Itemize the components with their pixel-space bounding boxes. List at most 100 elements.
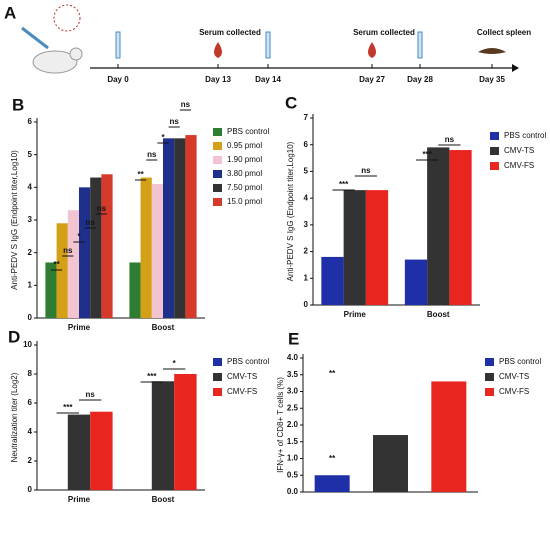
bar — [427, 147, 450, 305]
y-tick-label: 8 — [28, 369, 33, 378]
bar — [45, 262, 57, 318]
legend-label: CMV-FS — [504, 161, 534, 170]
legend-label: 1.90 pmol — [227, 155, 262, 164]
panel-letter: D — [8, 327, 20, 346]
y-tick-label: 0 — [28, 313, 33, 322]
legend-swatch — [490, 162, 499, 170]
x-tick-label: Boost — [152, 323, 175, 332]
y-tick-label: 2.5 — [287, 403, 299, 412]
significance-label: * — [173, 359, 177, 368]
legend-swatch — [213, 156, 222, 164]
syringe-icon — [417, 31, 423, 59]
bar — [67, 414, 91, 490]
y-tick-label: 3 — [304, 220, 309, 229]
bar — [56, 223, 68, 318]
event-note: Serum collected — [353, 28, 415, 37]
y-tick-label: 4 — [304, 193, 309, 202]
y-tick-label: 0 — [28, 485, 33, 494]
event-note: Serum collected — [199, 28, 261, 37]
legend-swatch — [490, 132, 499, 140]
y-tick-label: 10 — [23, 340, 32, 349]
panel-letter: A — [4, 3, 16, 22]
legend-swatch — [485, 358, 494, 366]
syringe-icon — [115, 31, 121, 59]
significance-label: ns — [86, 390, 96, 399]
syringe-icon — [21, 26, 49, 50]
bar — [129, 262, 141, 318]
syringe-icon — [265, 31, 271, 59]
legend-label: 3.80 pmol — [227, 169, 262, 178]
legend-swatch — [213, 373, 222, 381]
bar — [101, 174, 113, 318]
spleen-icon — [478, 48, 506, 54]
significance-label: ns — [86, 218, 96, 227]
blood-drop — [368, 42, 376, 58]
bar — [140, 177, 152, 318]
y-tick-label: 6 — [28, 398, 33, 407]
x-tick-label: Prime — [68, 323, 91, 332]
significance-label: ns — [97, 204, 107, 213]
bar — [431, 381, 467, 492]
blood-drop — [214, 42, 222, 58]
virus-bubble — [53, 4, 81, 32]
panel-letter: B — [12, 95, 24, 114]
significance-label: * — [161, 133, 165, 142]
legend-swatch — [213, 358, 222, 366]
y-tick-label: 2 — [28, 248, 33, 257]
legend-label: 7.50 pmol — [227, 183, 262, 192]
day-label: Day 35 — [479, 75, 505, 84]
legend-label: 0.95 pmol — [227, 141, 262, 150]
significance-label: ns — [181, 100, 191, 109]
legend-label: PBS control — [499, 357, 541, 366]
y-tick-label: 4 — [28, 427, 33, 436]
significance-label: ns — [170, 117, 180, 126]
y-tick-label: 5 — [304, 167, 309, 176]
y-tick-label: 5 — [28, 150, 33, 159]
y-axis-label: Anti-PEDV S IgG (Endpoint titer,Log10) — [286, 141, 295, 281]
y-axis-label: IFN-γ+ of CD8+ T cells (%) — [276, 377, 285, 473]
legend-label: PBS control — [504, 131, 546, 140]
significance-label: * — [77, 232, 81, 241]
y-tick-label: 0.0 — [287, 487, 299, 496]
legend-swatch — [213, 142, 222, 150]
significance-label: *** — [422, 150, 432, 159]
bar — [163, 138, 175, 318]
day-label: Day 27 — [359, 75, 385, 84]
bar — [314, 475, 350, 492]
x-tick-label: Prime — [68, 495, 91, 504]
mouse-head — [69, 47, 83, 61]
y-axis-label: Neutralization titer (Log2) — [10, 372, 19, 462]
legend-swatch — [213, 170, 222, 178]
x-tick-label: Prime — [344, 310, 367, 319]
bar — [90, 411, 113, 490]
mouse-icon — [32, 50, 78, 74]
bar — [67, 210, 79, 318]
y-tick-label: 3.0 — [287, 387, 299, 396]
legend-label: CMV-TS — [504, 146, 534, 155]
y-tick-label: 2 — [28, 456, 33, 465]
y-tick-label: 0.5 — [287, 470, 299, 479]
timeline-art — [21, 4, 519, 74]
day-label: Day 0 — [107, 75, 129, 84]
significance-label: *** — [147, 372, 157, 381]
bar — [449, 150, 472, 305]
bar — [365, 190, 389, 305]
legend-label: CMV-FS — [227, 387, 257, 396]
legend-swatch — [490, 147, 499, 155]
y-tick-label: 0 — [304, 300, 309, 309]
y-tick-label: 4 — [28, 182, 33, 191]
y-tick-label: 2.0 — [287, 420, 299, 429]
bar — [343, 190, 366, 305]
legend-label: 15.0 pmol — [227, 197, 262, 206]
significance-label: ** — [137, 170, 144, 179]
legend-label: CMV-FS — [499, 387, 529, 396]
y-tick-label: 1 — [304, 273, 309, 282]
day-label: Day 14 — [255, 75, 281, 84]
day-label: Day 13 — [205, 75, 231, 84]
y-tick-label: 1.5 — [287, 437, 299, 446]
legend-label: CMV-TS — [499, 372, 529, 381]
bar — [174, 374, 197, 490]
x-tick-label: Boost — [427, 310, 450, 319]
significance-label: ** — [329, 369, 336, 378]
legend-swatch — [213, 198, 222, 206]
